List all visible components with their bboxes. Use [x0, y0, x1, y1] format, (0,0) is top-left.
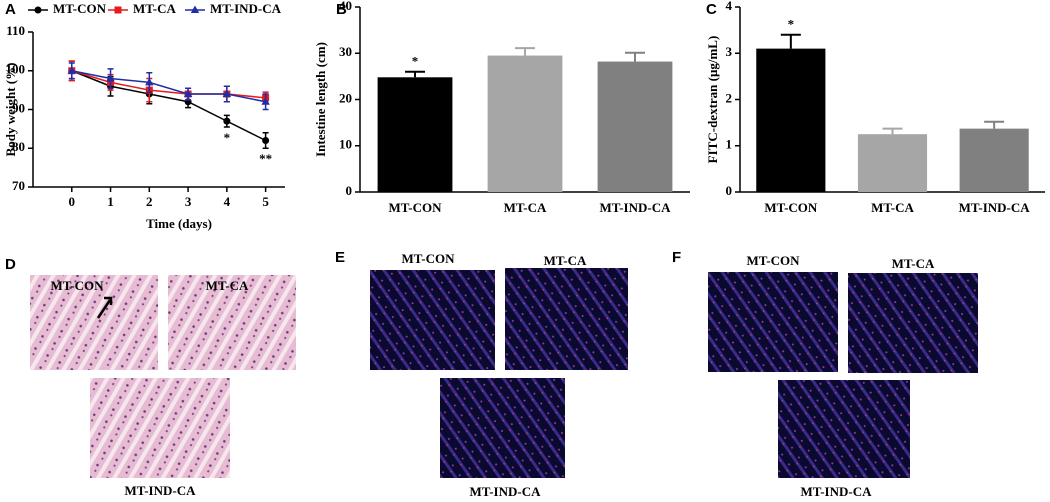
- annotation: *: [224, 130, 231, 145]
- image-label: MT-CON: [402, 251, 456, 266]
- image-label: MT-CA: [892, 256, 935, 271]
- error-bar: [882, 127, 903, 135]
- image-label: MT-IND-CA: [469, 484, 541, 499]
- micrograph: [168, 275, 296, 370]
- legend-label: MT-CON: [53, 1, 107, 16]
- x-tick-label: MT-IND-CA: [599, 200, 671, 215]
- annotation: *: [412, 54, 419, 69]
- y-axis-label: Body weight (%): [3, 63, 18, 157]
- series-line: [71, 70, 266, 99]
- y-tick-label: 70: [12, 178, 25, 193]
- micrograph: [778, 380, 910, 478]
- series-line: [71, 70, 266, 142]
- y-tick-label: 4: [726, 0, 733, 13]
- error-bar: [515, 47, 535, 56]
- bar: [959, 128, 1029, 192]
- marker: [67, 66, 76, 74]
- error-bar: [984, 120, 1005, 129]
- marker: [145, 77, 154, 86]
- bar: [377, 77, 453, 192]
- error-bar: [625, 51, 645, 62]
- bar: [756, 48, 826, 192]
- panel-letter: D: [5, 256, 16, 273]
- bar: [597, 61, 673, 193]
- y-tick-label: 90: [12, 100, 25, 115]
- y-tick-label: 20: [339, 90, 352, 105]
- micrograph: [370, 270, 495, 370]
- arrow: [96, 296, 113, 319]
- marker: [262, 137, 270, 144]
- micrograph: [848, 273, 978, 373]
- x-tick-label: MT-CON: [389, 200, 443, 215]
- legend-label: MT-IND-CA: [210, 1, 282, 16]
- micrograph: [30, 275, 158, 370]
- x-tick-label: 2: [146, 194, 153, 209]
- x-tick-label: 1: [107, 194, 114, 209]
- y-tick-label: 80: [12, 139, 25, 154]
- annotation: *: [788, 17, 795, 32]
- marker: [222, 89, 232, 97]
- error-bar: [780, 33, 801, 49]
- image-label: MT-IND-CA: [800, 484, 872, 499]
- x-tick-label: MT-CA: [504, 200, 547, 215]
- panel-letter: B: [336, 1, 347, 18]
- x-tick-label: 4: [224, 194, 231, 209]
- x-tick-label: MT-IND-CA: [959, 200, 1031, 215]
- y-tick-label: 0: [726, 183, 733, 198]
- y-tick-label: 40: [339, 0, 352, 13]
- x-tick-label: 3: [185, 194, 192, 209]
- micrograph: [90, 378, 230, 478]
- panel-letter: C: [706, 1, 717, 18]
- series-line: [71, 70, 266, 103]
- legend-label: MT-CA: [133, 1, 176, 16]
- marker: [261, 97, 270, 105]
- panel-letter: E: [335, 249, 345, 266]
- x-tick-label: 5: [262, 194, 269, 209]
- y-tick-label: 100: [6, 62, 26, 77]
- marker: [114, 6, 122, 14]
- marker: [223, 117, 231, 125]
- micrograph: [505, 268, 628, 370]
- marker: [106, 74, 115, 82]
- x-tick-label: MT-CA: [871, 200, 914, 215]
- image-label: MT-CA: [544, 253, 587, 268]
- x-axis-label: Time (days): [146, 216, 212, 231]
- panel-letter: A: [5, 1, 16, 18]
- y-tick-label: 3: [726, 44, 733, 59]
- micrograph: [440, 378, 565, 478]
- bar: [487, 55, 563, 192]
- y-tick-label: 110: [6, 23, 25, 38]
- x-tick-label: MT-CON: [764, 200, 818, 215]
- image-label: MT-CON: [51, 278, 105, 293]
- annotation: **: [259, 151, 272, 166]
- image-label: MT-CON: [747, 253, 801, 268]
- x-tick-label: 0: [69, 194, 76, 209]
- image-label: MT-CA: [206, 278, 249, 293]
- micrograph: [708, 272, 838, 372]
- y-axis-label: Intestine length (cm): [313, 42, 328, 157]
- y-tick-label: 2: [726, 90, 733, 105]
- y-tick-label: 10: [339, 137, 352, 152]
- marker: [183, 89, 193, 97]
- marker: [190, 5, 200, 13]
- image-label: MT-IND-CA: [124, 483, 196, 498]
- error-bar: [405, 70, 425, 78]
- marker: [34, 6, 42, 14]
- y-tick-label: 30: [339, 44, 352, 59]
- micrographs: [30, 268, 978, 478]
- panel-letter: F: [672, 249, 681, 266]
- bar: [857, 134, 928, 192]
- y-tick-label: 1: [726, 137, 733, 152]
- y-axis-label: FITC-dextran (μg/mL): [705, 36, 720, 164]
- y-tick-label: 0: [346, 183, 353, 198]
